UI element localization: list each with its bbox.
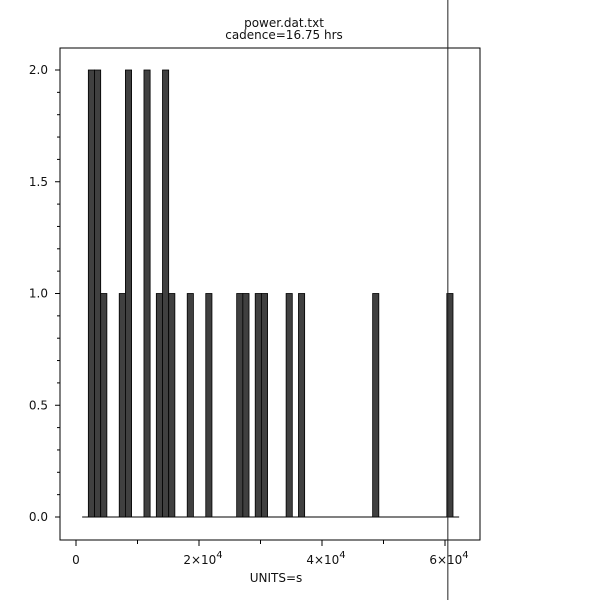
chart-title: power.dat.txt xyxy=(244,16,324,30)
chart-subtitle: cadence=16.75 hrs xyxy=(225,28,343,42)
x-tick-label: 0 xyxy=(72,553,80,567)
histogram-bar-11 xyxy=(236,293,244,518)
histogram-bar-4 xyxy=(125,69,132,518)
histogram-bar-14 xyxy=(260,293,268,518)
y-tick-label: 2.0 xyxy=(29,63,48,77)
histogram-bar-15 xyxy=(285,293,293,518)
histogram-bar-17 xyxy=(372,293,380,518)
x-tick-label: 4×104 xyxy=(306,550,345,567)
histogram-bar-16 xyxy=(298,293,306,518)
x-axis-label: UNITS=s xyxy=(250,571,303,585)
histogram-bar-0 xyxy=(87,69,95,518)
histogram-bar-9 xyxy=(186,293,194,518)
histogram-bar-12 xyxy=(242,293,250,518)
histogram-bar-8 xyxy=(168,293,176,518)
histogram-bar-7 xyxy=(162,69,170,518)
histogram-bar-5 xyxy=(143,69,151,518)
histogram-bar-2 xyxy=(100,293,108,518)
x-tick-label: 2×104 xyxy=(183,550,222,567)
y-tick-label: 1.5 xyxy=(29,175,48,189)
histogram-bar-3 xyxy=(118,293,126,518)
y-tick-label: 0.5 xyxy=(29,398,48,412)
y-tick-label: 1.0 xyxy=(29,287,48,301)
y-tick-label: 0.0 xyxy=(29,510,48,524)
x-tick-label: 6×104 xyxy=(429,550,468,567)
histogram-bar-13 xyxy=(254,293,262,518)
histogram-bar-10 xyxy=(205,293,213,518)
histogram-bar-18 xyxy=(446,293,454,518)
histogram-bar-1 xyxy=(94,69,102,518)
histogram-bar-6 xyxy=(155,293,163,518)
